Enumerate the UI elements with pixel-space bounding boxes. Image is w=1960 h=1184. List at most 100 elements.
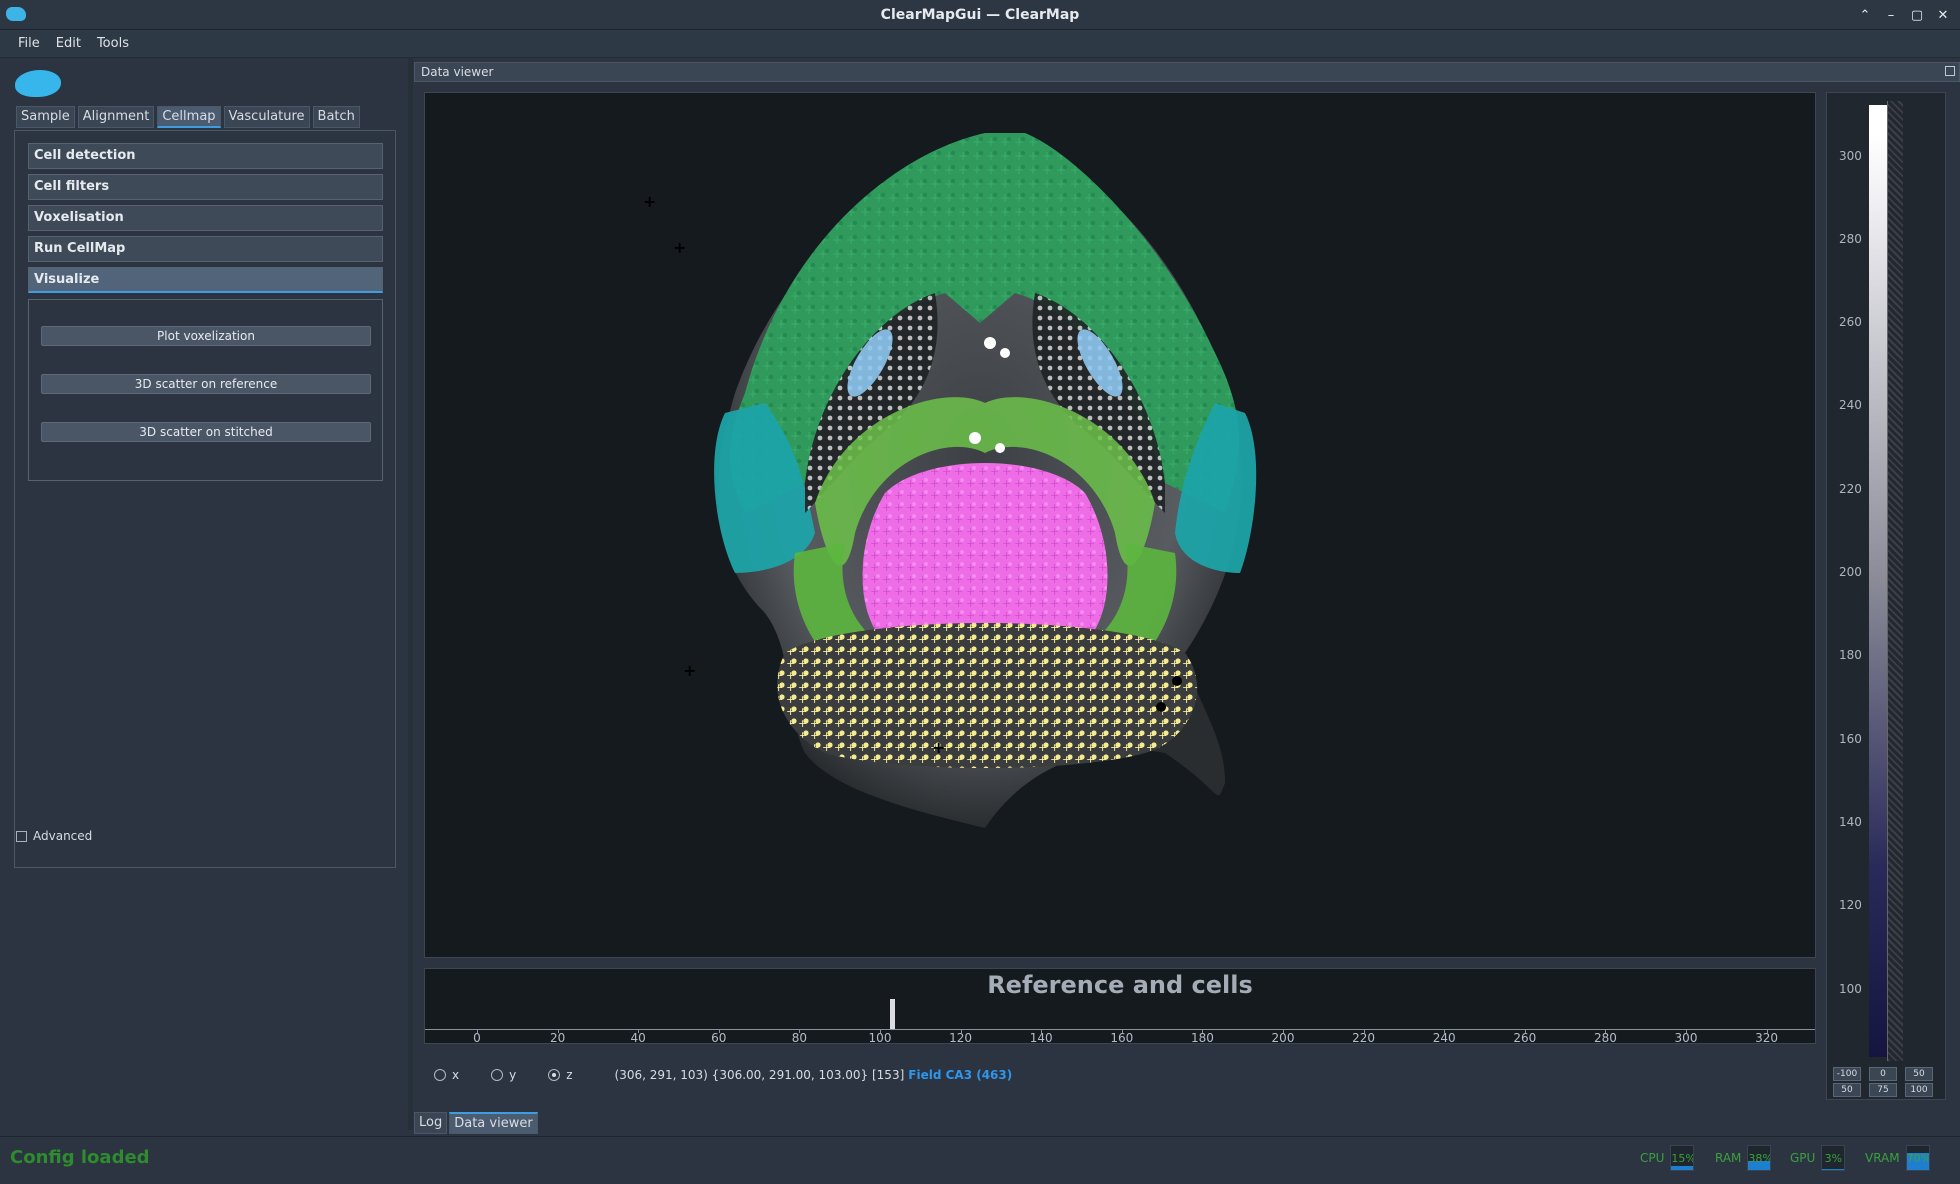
- timeline-tick-label: 100: [868, 1031, 892, 1045]
- lut-preset-button[interactable]: 100: [1905, 1083, 1933, 1097]
- cerebellum-cells: [777, 623, 1198, 768]
- close-icon[interactable]: ✕: [1937, 7, 1949, 23]
- lut-preset-button[interactable]: 50: [1905, 1067, 1933, 1081]
- lut-preset-button[interactable]: 50: [1833, 1083, 1861, 1097]
- timeline-tick: [638, 1029, 640, 1033]
- timeline-tick-label: 240: [1432, 1031, 1456, 1045]
- section-cell-detection[interactable]: Cell detection: [28, 143, 383, 169]
- slice-timeline[interactable]: Reference and cells 0 20 40 60 80 100 120 140 16…: [424, 968, 1816, 1045]
- timeline-tick-label: 300: [1674, 1031, 1698, 1045]
- timeline-tick-label: 20: [549, 1031, 566, 1045]
- bottom-tabs: Log Data viewer: [414, 1112, 538, 1134]
- lut-preset-button[interactable]: 0: [1869, 1067, 1897, 1081]
- tab-log[interactable]: Log: [414, 1112, 448, 1134]
- tab-alignment[interactable]: Alignment: [77, 106, 155, 128]
- timeline-tick-label: 160: [1110, 1031, 1134, 1045]
- slice-cursor[interactable]: [890, 999, 896, 1029]
- lut-preset-button[interactable]: -100: [1833, 1067, 1861, 1081]
- minimize-icon[interactable]: –: [1887, 7, 1895, 23]
- stray-marker: +: [683, 661, 696, 680]
- scatter-reference-button[interactable]: 3D scatter on reference: [41, 374, 371, 394]
- timeline-title: Reference and cells: [987, 971, 1253, 999]
- cpu-value: 15%: [1671, 1152, 1695, 1165]
- axis-x-option[interactable]: x: [434, 1068, 459, 1082]
- timeline-tick-label: 320: [1755, 1031, 1779, 1045]
- section-voxelisation[interactable]: Voxelisation: [28, 205, 383, 231]
- maximize-icon[interactable]: ▢: [1910, 7, 1924, 23]
- histogram-lut[interactable]: 300 280 260 240 220 200 180 160 140 120 …: [1826, 92, 1946, 1100]
- gpu-value: 3%: [1824, 1152, 1843, 1165]
- scatter-stitched-button[interactable]: 3D scatter on stitched: [41, 422, 371, 442]
- gpu-label: GPU: [1790, 1151, 1816, 1165]
- advanced-checkbox[interactable]: [16, 830, 27, 842]
- lut-gradient-bar: [1869, 105, 1889, 1057]
- axis-x-radio[interactable]: [434, 1069, 446, 1081]
- timeline-tick: [1444, 1029, 1446, 1033]
- image-viewer[interactable]: + + +: [424, 92, 1816, 958]
- timeline-tick-label: 280: [1593, 1031, 1617, 1045]
- cursor-coordinates: (306, 291, 103) {306.00, 291.00, 103.00}…: [614, 1068, 905, 1082]
- timeline-tick-label: 80: [791, 1031, 808, 1045]
- tab-vasculature[interactable]: Vasculature: [223, 106, 310, 128]
- section-cell-filters[interactable]: Cell filters: [28, 174, 383, 200]
- lut-tick: 100: [1839, 982, 1862, 996]
- lut-tick: 120: [1839, 898, 1862, 912]
- menu-edit[interactable]: Edit: [55, 36, 81, 51]
- timeline-tick: [1605, 1029, 1607, 1033]
- axis-y-radio[interactable]: [491, 1069, 504, 1081]
- menu-tools[interactable]: Tools: [96, 36, 129, 51]
- timeline-tick: [557, 1029, 559, 1033]
- timeline-tick: [1686, 1029, 1687, 1033]
- timeline-axis: [425, 1029, 1815, 1030]
- lut-tick: 220: [1839, 482, 1862, 496]
- thalamus-cells: [862, 463, 1108, 658]
- lut-tick: 160: [1839, 732, 1862, 746]
- tab-cellmap[interactable]: Cellmap: [157, 106, 221, 128]
- undock-icon[interactable]: [1945, 66, 1955, 76]
- advanced-option[interactable]: Advanced: [16, 829, 92, 843]
- dock-header: Data viewer: [414, 62, 1960, 82]
- main-tabs: Sample Alignment Cellmap Vasculature Bat…: [16, 106, 360, 128]
- lut-tick: 280: [1839, 232, 1862, 246]
- tab-sample[interactable]: Sample: [16, 106, 75, 128]
- window-controls: ⌃ – ▢ ✕: [1854, 4, 1954, 26]
- plot-voxelization-button[interactable]: Plot voxelization: [41, 326, 371, 346]
- lut-tick: 180: [1839, 648, 1862, 662]
- right-piriform-cells: [1175, 403, 1257, 573]
- tab-batch[interactable]: Batch: [312, 106, 360, 128]
- coordinates-row: x y z (306, 291, 103) {306.00, 291.00, 1…: [434, 1068, 1012, 1082]
- tab-data-viewer[interactable]: Data viewer: [449, 1112, 538, 1134]
- lut-preset-button[interactable]: 75: [1869, 1083, 1897, 1097]
- left-piriform-cells: [714, 403, 815, 573]
- axis-z-radio[interactable]: [548, 1069, 561, 1081]
- hippocampus-cells: [815, 397, 1155, 566]
- panel-splitter[interactable]: [408, 58, 413, 1130]
- app-icon: [6, 7, 26, 21]
- lut-tick: 300: [1839, 149, 1862, 163]
- clearmap-logo-icon: [15, 70, 61, 97]
- timeline-tick: [1524, 1029, 1526, 1033]
- timeline-tick: [799, 1029, 801, 1033]
- brain-slice-image: + + +: [643, 133, 1257, 828]
- menu-bar: File Edit Tools: [0, 30, 1960, 58]
- cellmap-panel: Cell detection Cell filters Voxelisation…: [14, 130, 396, 868]
- section-run-cellmap[interactable]: Run CellMap: [28, 236, 383, 262]
- section-visualize[interactable]: Visualize: [28, 267, 383, 293]
- ram-bar: 38%: [1747, 1145, 1772, 1171]
- timeline-tick-label: 260: [1513, 1031, 1537, 1045]
- timeline-tick-label: 120: [949, 1031, 973, 1045]
- level-region[interactable]: [1887, 101, 1903, 1061]
- axis-z-option[interactable]: z: [548, 1068, 573, 1082]
- axis-y-option[interactable]: y: [491, 1068, 516, 1082]
- timeline-tick-label: 220: [1352, 1031, 1376, 1045]
- menu-file[interactable]: File: [18, 36, 40, 51]
- vram-value: 70%: [1906, 1152, 1930, 1165]
- timeline-tick-label: 0: [473, 1031, 481, 1045]
- keep-above-icon[interactable]: ⌃: [1859, 7, 1871, 23]
- left-panel: Sample Alignment Cellmap Vasculature Bat…: [0, 58, 408, 1130]
- stray-marker: +: [643, 192, 656, 211]
- timeline-tick-label: 180: [1190, 1031, 1214, 1045]
- vram-label: VRAM: [1865, 1151, 1900, 1165]
- timeline-tick: [1363, 1029, 1365, 1033]
- axis-x-label: x: [452, 1068, 460, 1082]
